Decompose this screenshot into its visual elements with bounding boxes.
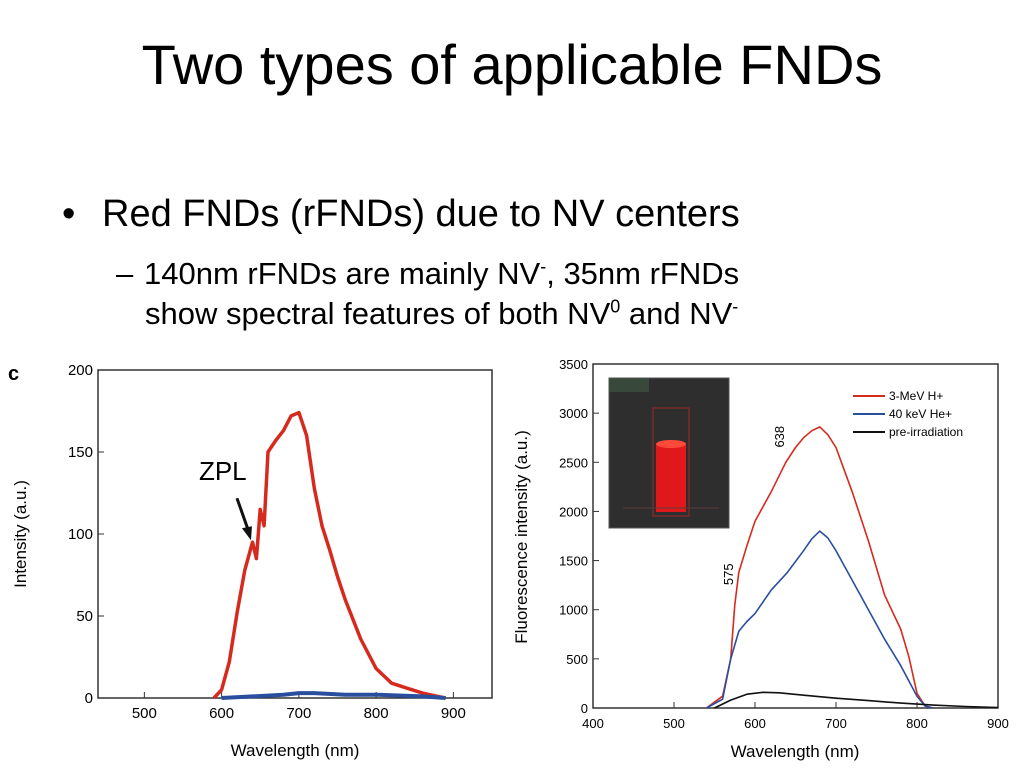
y-tick-label: 150: [68, 444, 93, 461]
y-tick-label: 3000: [559, 406, 588, 421]
series-line-1: [705, 426, 934, 709]
x-tick-label: 800: [906, 716, 928, 731]
y-tick-label: 200: [68, 362, 93, 379]
bullet-dot-icon: •: [62, 193, 76, 235]
sub-bullet-part1: 140nm rFNDs are mainly NV: [144, 256, 541, 291]
zpl-arrow-icon: [235, 497, 252, 541]
series-line-2: [706, 530, 934, 709]
y-tick-label: 0: [581, 701, 588, 716]
bullet1-text: Red FNDs (rFNDs) due to NV centers: [102, 193, 740, 235]
y-axis-label-right: Fluorescence intensity (a.u.): [512, 430, 531, 644]
y-axis-ticks-right: 0 500 1000 1500 2000 2500 3000 3500: [559, 357, 599, 716]
sub-bullet-line2a: show spectral features of both NV: [145, 296, 611, 331]
spectrum-chart-left: c 500 600 700 800 900 0 50 100 150 200 Wavelengt…: [8, 362, 493, 760]
peak-638-annotation: 638: [772, 426, 787, 448]
plot-frame: [97, 369, 493, 699]
series-line-2: [221, 691, 446, 700]
x-tick-label: 800: [364, 705, 389, 722]
sup-minus-2: -: [732, 296, 739, 317]
y-axis-label: Intensity (a.u.): [11, 480, 30, 588]
sup-zero: 0: [610, 296, 621, 317]
x-tick-label: 400: [582, 716, 604, 731]
panel-label: c: [8, 363, 19, 385]
x-tick-label: 900: [441, 705, 466, 722]
vial-photo-inset: [608, 377, 730, 529]
x-axis-ticks: 500 600 700 800 900: [132, 692, 466, 722]
sup-minus-1: -: [540, 256, 547, 277]
dash-icon: –: [116, 256, 134, 291]
legend-label-2: 40 keV He+: [889, 407, 952, 421]
spectrum-chart-right: 400 500 600 700 800 900 0 500 1000 1500 2000 2500 3…: [512, 357, 1009, 761]
legend-label-3: pre-irradiation: [889, 425, 963, 439]
slide-title: Two types of applicable FNDs: [141, 33, 883, 96]
series-lines: [212, 410, 446, 700]
x-axis-label-right: Wavelength (nm): [731, 742, 860, 761]
y-tick-label: 1000: [559, 603, 588, 618]
sub-bullet-line2b: and NV: [620, 296, 733, 331]
x-tick-label: 600: [744, 716, 766, 731]
y-tick-label: 50: [76, 608, 93, 625]
x-tick-label: 500: [663, 716, 685, 731]
y-tick-label: 2000: [559, 504, 588, 519]
y-axis-ticks: 0 50 100 150 200: [68, 362, 104, 707]
peak-575-annotation: 575: [721, 563, 736, 585]
y-tick-label: 2500: [559, 455, 588, 470]
bullet-red-fnds: • Red FNDs (rFNDs) due to NV centers: [62, 190, 740, 238]
zpl-annotation: ZPL: [199, 456, 247, 486]
sub-bullet-spectral: –140nm rFNDs are mainly NV-, 35nm rFNDs …: [116, 254, 936, 334]
x-tick-label: 500: [132, 705, 157, 722]
chart-legend: 3-MeV H+ 40 keV He+ pre-irradiation: [853, 389, 963, 439]
sub-bullet-part2: , 35nm rFNDs: [546, 256, 740, 291]
x-tick-label: 600: [209, 705, 234, 722]
y-tick-label: 3500: [559, 357, 588, 372]
plot-frame-right: [592, 363, 999, 709]
series-line-3: [714, 691, 999, 709]
series-lines-right: [705, 426, 999, 709]
x-axis-label: Wavelength (nm): [231, 741, 360, 760]
y-tick-label: 500: [566, 652, 588, 667]
series-line-1: [212, 410, 446, 700]
x-axis-ticks-right: 400 500 600 700 800 900: [582, 702, 1009, 731]
x-tick-label: 700: [286, 705, 311, 722]
x-tick-label: 700: [825, 716, 847, 731]
y-tick-label: 1500: [559, 554, 588, 569]
legend-label-1: 3-MeV H+: [889, 389, 943, 403]
y-tick-label: 0: [85, 690, 93, 707]
y-tick-label: 100: [68, 526, 93, 543]
x-tick-label: 900: [987, 716, 1009, 731]
